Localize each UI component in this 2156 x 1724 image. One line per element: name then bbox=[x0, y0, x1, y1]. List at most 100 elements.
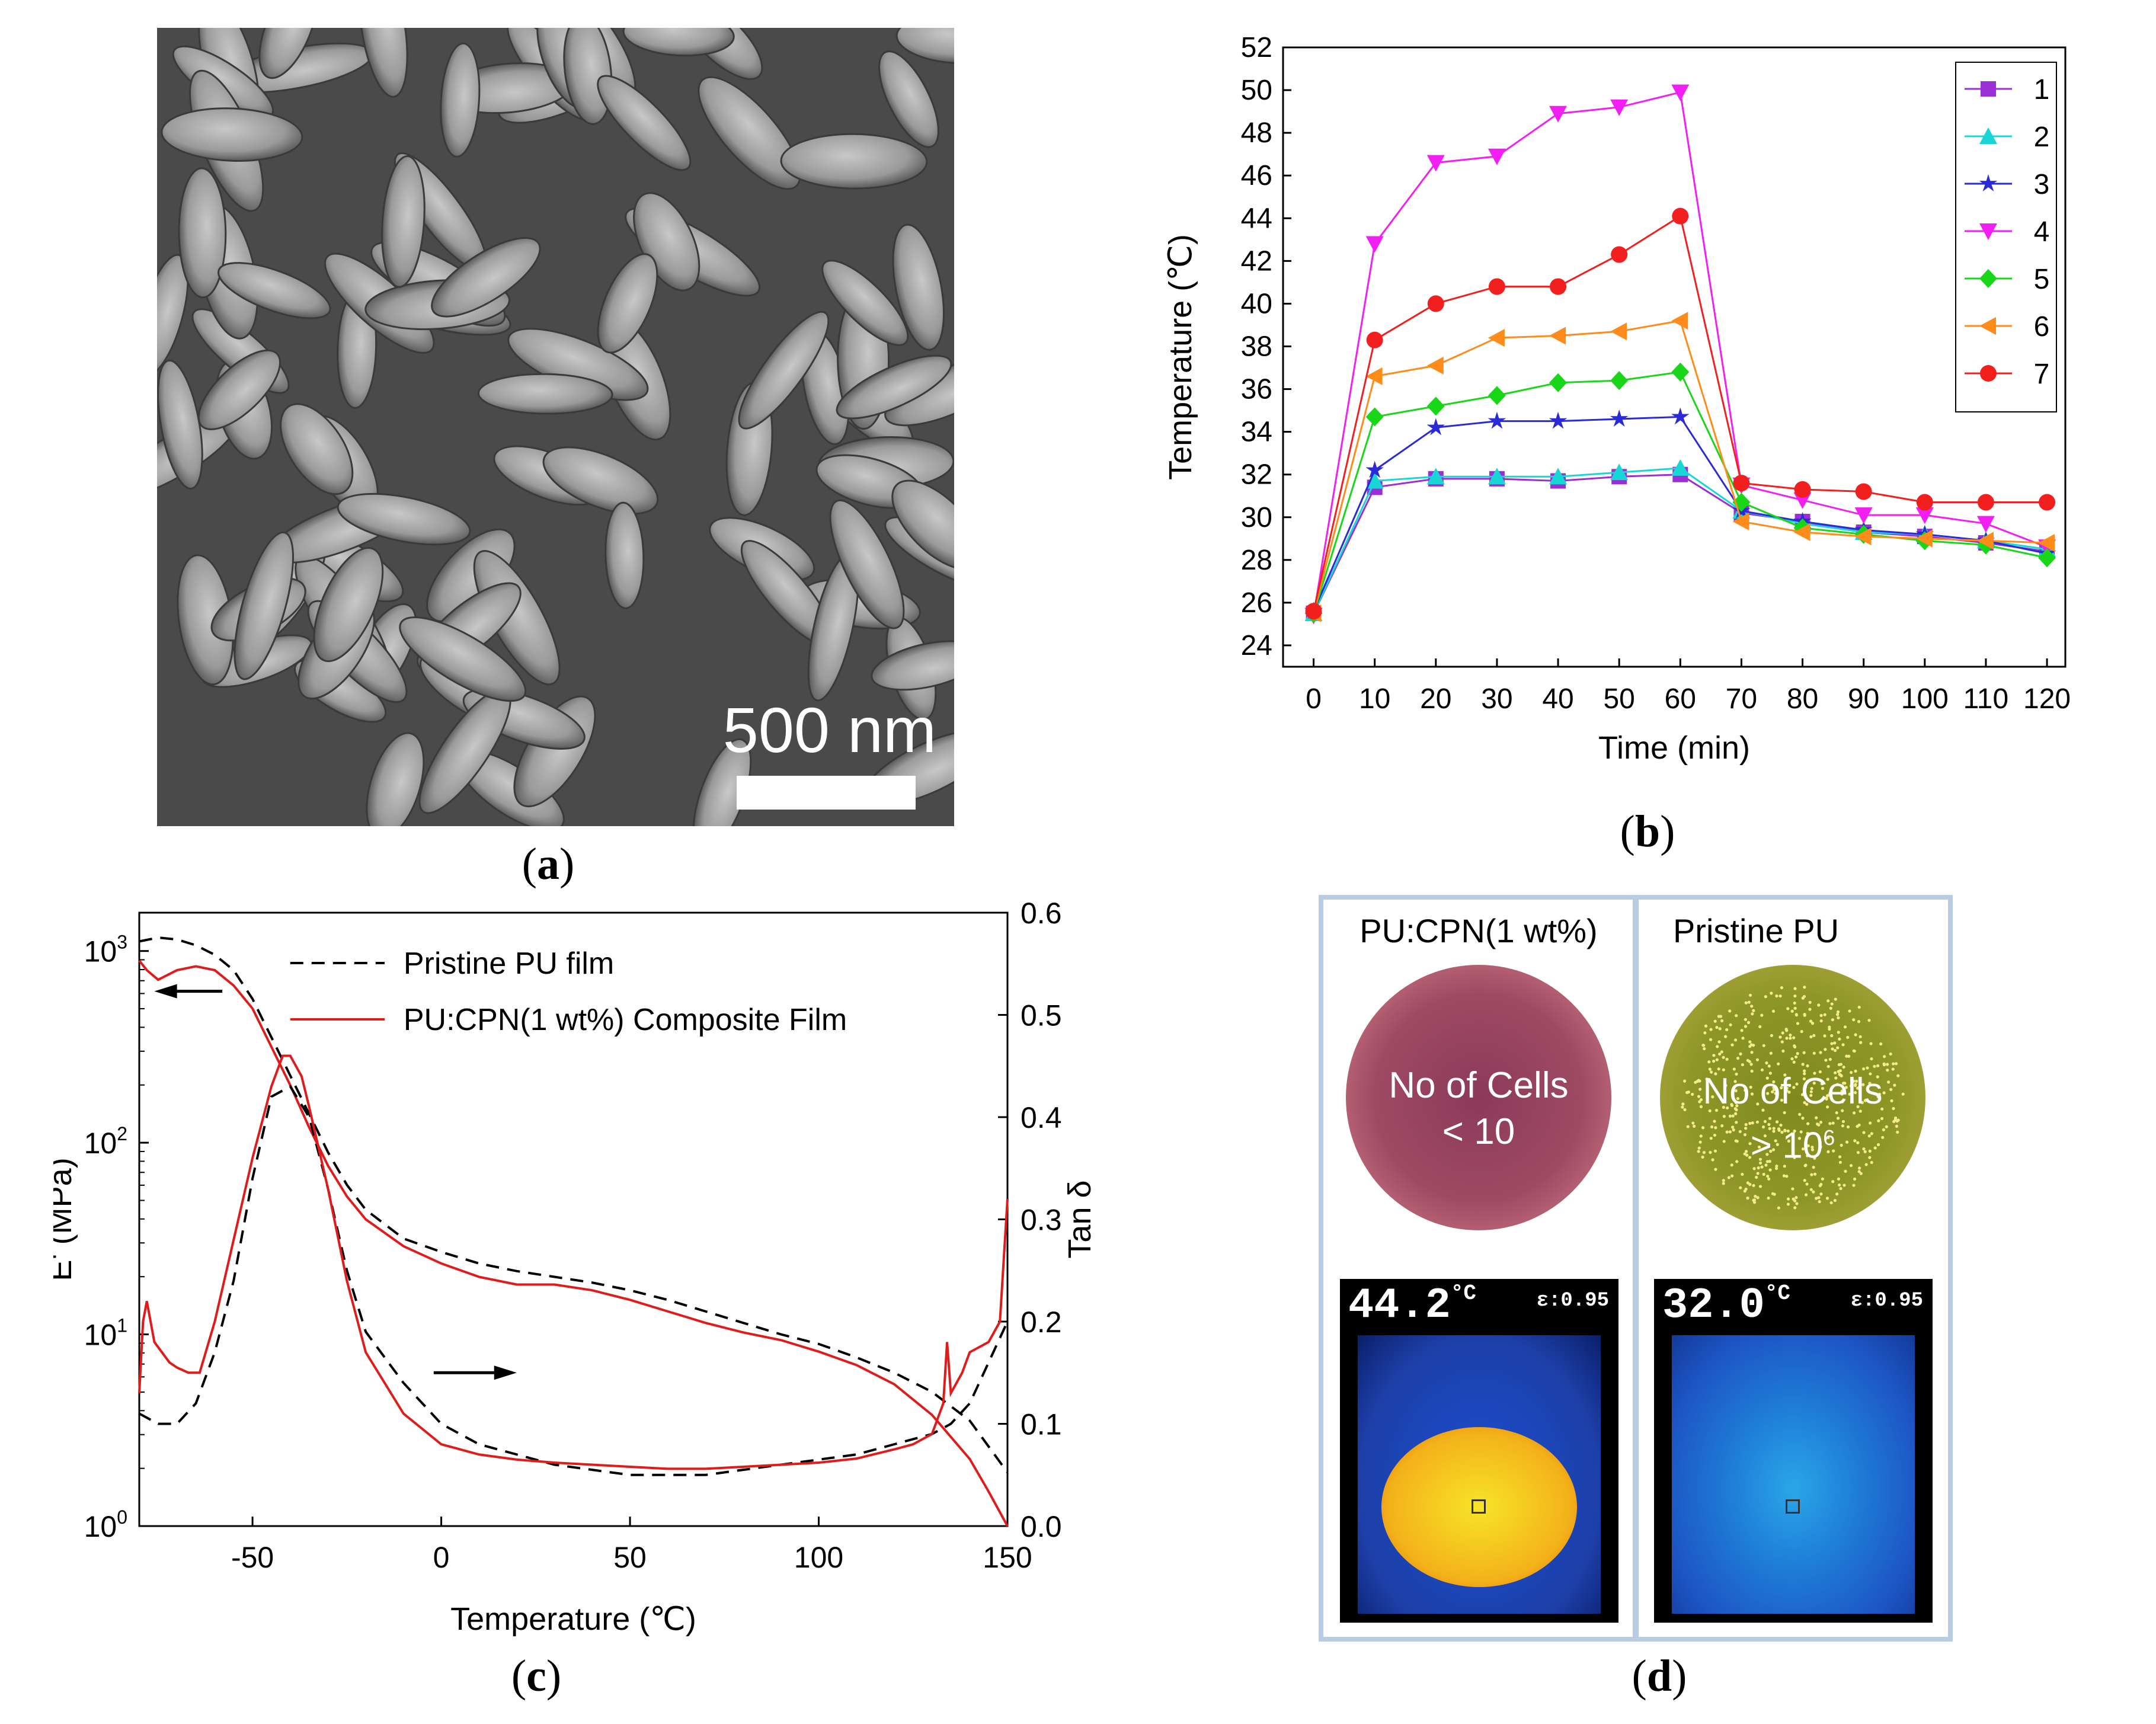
colony-dot bbox=[1826, 1064, 1830, 1069]
caption-a: (a) bbox=[522, 839, 575, 889]
colony-dot bbox=[1722, 1055, 1725, 1059]
colony-dot bbox=[1770, 991, 1773, 995]
sem-particle bbox=[157, 254, 189, 376]
colony-dot bbox=[1709, 1038, 1713, 1041]
colony-dot bbox=[1810, 1022, 1815, 1025]
colony-dot bbox=[1831, 1018, 1834, 1022]
colony-dot bbox=[1853, 1084, 1857, 1088]
colony-dot bbox=[1718, 1027, 1722, 1031]
data-point-b-6 bbox=[1488, 329, 1505, 347]
sem-particle bbox=[821, 260, 909, 346]
colony-dot bbox=[1839, 1186, 1842, 1191]
colony-dot bbox=[1763, 1134, 1767, 1138]
legend-b bbox=[1955, 62, 2057, 412]
colony-dot bbox=[1806, 1144, 1810, 1147]
colony-dot bbox=[1741, 1063, 1744, 1067]
data-point-b-7 bbox=[1794, 481, 1811, 498]
colony-dot bbox=[1783, 1129, 1787, 1133]
colony-dot bbox=[1868, 1156, 1872, 1159]
data-point-b-6 bbox=[1426, 356, 1444, 375]
colony-dot bbox=[1812, 1166, 1815, 1169]
colony-dot bbox=[1735, 1140, 1739, 1143]
series-line-b-1 bbox=[1313, 474, 2048, 614]
data-point-b-6 bbox=[1365, 367, 1383, 385]
sem-particle bbox=[157, 359, 203, 490]
legend-marker-b bbox=[1979, 269, 1997, 288]
colony-dot bbox=[1730, 1103, 1733, 1106]
colony-dot bbox=[1796, 1022, 1800, 1025]
colony-dot bbox=[1710, 1070, 1713, 1074]
y-tick-label-b: 30 bbox=[1241, 502, 1272, 533]
colony-dot bbox=[1826, 999, 1830, 1003]
y-tick-label-right-c: 0.1 bbox=[1021, 1408, 1062, 1441]
colony-dot bbox=[1747, 1000, 1751, 1004]
series-line-b-3 bbox=[1313, 415, 2048, 612]
colony-dot bbox=[1715, 1025, 1719, 1029]
colony-dot bbox=[1806, 1131, 1809, 1136]
colony-dot bbox=[1746, 1181, 1749, 1185]
colony-dot bbox=[1837, 1070, 1840, 1073]
colony-dot bbox=[1792, 1036, 1796, 1039]
colony-dot bbox=[1808, 1000, 1812, 1004]
colony-dot bbox=[1787, 1139, 1791, 1143]
y-tick-label-right-c: 0.5 bbox=[1021, 999, 1062, 1032]
colony-dot bbox=[1754, 1195, 1757, 1198]
petri-dish-left bbox=[1346, 965, 1611, 1230]
colony-dot bbox=[1809, 1093, 1813, 1097]
colony-dot bbox=[1854, 1033, 1857, 1037]
colony-dot bbox=[1882, 1128, 1885, 1131]
x-tick-label-b: 120 bbox=[2023, 683, 2071, 715]
data-point-b-3 bbox=[1671, 407, 1690, 425]
colony-dot bbox=[1850, 1071, 1853, 1074]
colony-dot bbox=[1841, 1120, 1845, 1124]
legend-label-b: 1 bbox=[2034, 74, 2050, 105]
colony-dot bbox=[1803, 986, 1806, 989]
data-point-b-6 bbox=[1610, 322, 1627, 341]
colony-dot bbox=[1708, 1067, 1712, 1071]
colony-dot bbox=[1817, 1196, 1821, 1200]
colony-dot bbox=[1751, 1121, 1754, 1125]
colony-dot bbox=[1802, 1051, 1806, 1054]
colony-dot bbox=[1717, 1040, 1721, 1044]
colony-dot bbox=[1725, 1028, 1729, 1032]
colony-dot bbox=[1756, 1102, 1760, 1106]
colony-dot bbox=[1837, 1031, 1840, 1034]
data-point-b-4 bbox=[1610, 99, 1629, 116]
colony-dot bbox=[1887, 1080, 1891, 1084]
colony-dot bbox=[1746, 1058, 1749, 1062]
colony-dot bbox=[1750, 1051, 1754, 1054]
colony-dot bbox=[1698, 1140, 1702, 1144]
colony-dot bbox=[1752, 1198, 1755, 1202]
y-tick-label-b: 32 bbox=[1241, 459, 1272, 491]
colony-dot bbox=[1771, 1148, 1776, 1152]
colony-dot bbox=[1853, 1139, 1857, 1143]
data-point-b-5 bbox=[1488, 386, 1506, 405]
colony-dot bbox=[1863, 1150, 1867, 1153]
y-axis-label-left-c: E' (MPa) bbox=[53, 1157, 78, 1281]
colony-dot bbox=[1777, 1206, 1781, 1210]
colony-dot bbox=[1789, 1037, 1792, 1040]
colony-dot bbox=[1764, 995, 1767, 999]
x-axis-label-b: Time (min) bbox=[1598, 730, 1750, 766]
colony-dot bbox=[1852, 1184, 1856, 1187]
colony-dot bbox=[1862, 1147, 1866, 1151]
colony-dot bbox=[1793, 1044, 1796, 1048]
colony-dot bbox=[1797, 1137, 1802, 1140]
y-tick-label-left-c: 103 bbox=[84, 932, 127, 968]
legend-label-b: 4 bbox=[2034, 216, 2050, 248]
colony-dot bbox=[1792, 1086, 1796, 1089]
x-tick-label-b: 110 bbox=[1963, 683, 2009, 715]
colony-dot bbox=[1760, 1013, 1764, 1017]
colony-dot bbox=[1848, 1092, 1851, 1096]
colony-dot bbox=[1845, 1054, 1848, 1058]
colony-dot bbox=[1783, 1111, 1786, 1115]
x-tick-label-b: 50 bbox=[1603, 683, 1634, 715]
colony-dot bbox=[1783, 1073, 1787, 1077]
colony-dot bbox=[1736, 1097, 1740, 1101]
temp-reading-right: 32.0°C bbox=[1662, 1281, 1791, 1330]
sem-particle bbox=[233, 531, 295, 680]
series-line-c bbox=[138, 959, 1009, 1527]
x-tick-label-c: 50 bbox=[613, 1541, 647, 1574]
sem-particle bbox=[780, 133, 928, 190]
colony-dot bbox=[1801, 1117, 1805, 1120]
